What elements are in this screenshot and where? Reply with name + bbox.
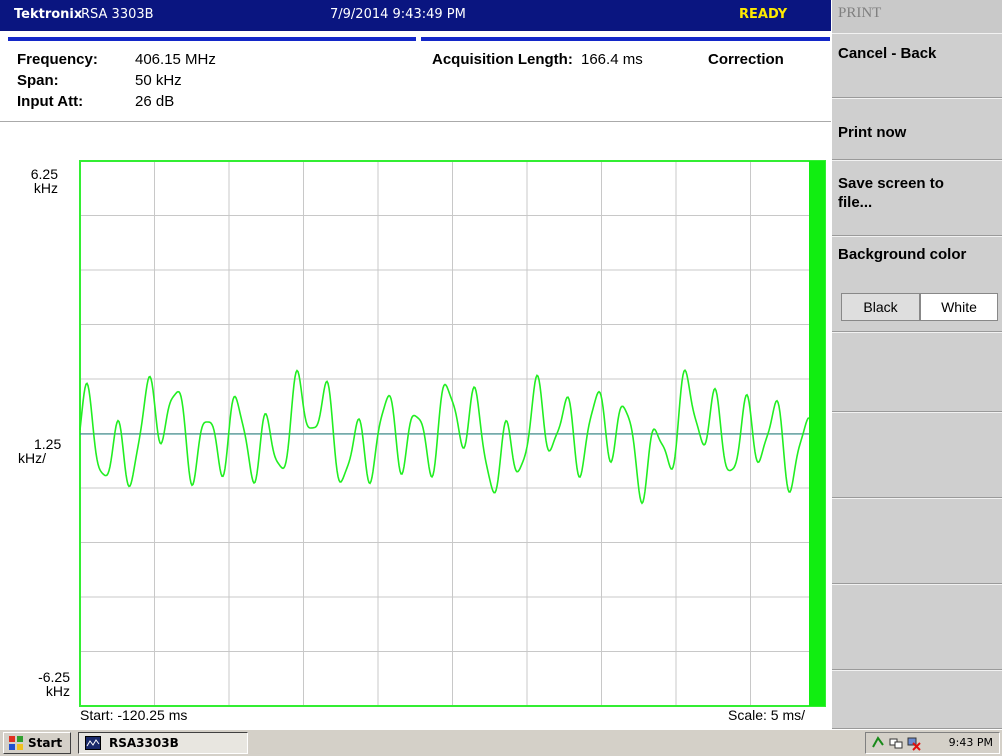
frequency-row: Frequency: 406.15 MHz [17, 51, 216, 68]
acquisition-bar-left [8, 37, 416, 41]
cancel-back-button[interactable]: Cancel - Back [832, 33, 1002, 98]
start-button[interactable]: Start [3, 732, 71, 754]
softkey-menu: PRINT Cancel - Back Print now Save scree… [832, 0, 1002, 729]
model-label: RSA 3303B [81, 7, 154, 22]
application-icon [85, 736, 101, 750]
correction-label: Correction [708, 51, 784, 68]
y-axis-top-label: 6.25 kHz [18, 167, 58, 195]
start-time-label: Start: -120.25 ms [80, 707, 188, 723]
acquisition-length-value: 166.4 ms [581, 51, 643, 68]
trace-end-marker [809, 161, 825, 706]
input-att-row: Input Att: 26 dB [17, 93, 174, 110]
frequency-label: Frequency: [17, 51, 98, 68]
taskbar-clock: 9:43 PM [948, 736, 993, 749]
windows-logo-icon [9, 736, 23, 750]
menu-title: PRINT [838, 5, 882, 21]
y-top-value: 6.25 [30, 166, 58, 182]
network-icon[interactable] [888, 735, 904, 751]
y-bottom-unit: kHz [45, 683, 70, 699]
y-bottom-value: -6.25 [38, 669, 70, 685]
save-screen-button[interactable]: Save screen to file... [832, 160, 1002, 236]
print-now-button[interactable]: Print now [832, 98, 1002, 160]
acquisition-bar-right [421, 37, 830, 41]
span-label: Span: [17, 72, 59, 89]
acquisition-length-row: Acquisition Length: 166.4 ms [432, 51, 643, 68]
info-separator [0, 121, 831, 122]
cancel-back-label: Cancel - Back [838, 45, 937, 62]
usb-icon[interactable] [870, 735, 886, 751]
background-color-label: Background color [838, 246, 967, 263]
frequency-vs-time-plot [79, 160, 826, 707]
span-value: 50 kHz [135, 72, 182, 89]
y-top-unit: kHz [33, 180, 58, 196]
taskbar-app-label: RSA3303B [109, 736, 179, 750]
taskbar-app-rsa3303b[interactable]: RSA3303B [78, 732, 248, 754]
span-row: Span: 50 kHz [17, 72, 182, 89]
system-tray: 9:43 PM [865, 732, 1000, 754]
input-att-label: Input Att: [17, 93, 84, 110]
brand-label: Tektronix [14, 7, 83, 22]
y-mid-unit: kHz/ [18, 450, 46, 466]
disconnected-network-icon[interactable] [906, 735, 922, 751]
empty-softkey-8[interactable] [832, 584, 1002, 670]
datetime-label: 7/9/2014 9:43:49 PM [330, 7, 466, 22]
empty-softkey-5[interactable] [832, 332, 1002, 412]
background-white-option[interactable]: White [920, 293, 998, 321]
y-axis-bottom-label: -6.25 kHz [18, 670, 70, 698]
empty-softkey-7[interactable] [832, 498, 1002, 584]
empty-softkey-6[interactable] [832, 412, 1002, 498]
start-label: Start [28, 736, 63, 750]
empty-softkey-9[interactable] [832, 670, 1002, 729]
frequency-value: 406.15 MHz [135, 51, 216, 68]
save-screen-label: Save screen to file... [838, 175, 944, 211]
acquisition-length-label: Acquisition Length: [432, 51, 573, 68]
title-bar: Tektronix RSA 3303B 7/9/2014 9:43:49 PM … [0, 0, 831, 31]
input-att-value: 26 dB [135, 93, 175, 110]
y-axis-mid-label: 1.25 kHz/ [18, 437, 72, 465]
time-scale-label: Scale: 5 ms/ [728, 707, 806, 723]
y-mid-value: 1.25 [34, 436, 62, 452]
status-indicator: READY [739, 7, 788, 22]
taskbar: Start RSA3303B 9:43 PM [0, 729, 1002, 756]
background-black-option[interactable]: Black [841, 293, 920, 321]
print-now-label: Print now [838, 124, 907, 141]
frequency-trace [79, 368, 810, 505]
